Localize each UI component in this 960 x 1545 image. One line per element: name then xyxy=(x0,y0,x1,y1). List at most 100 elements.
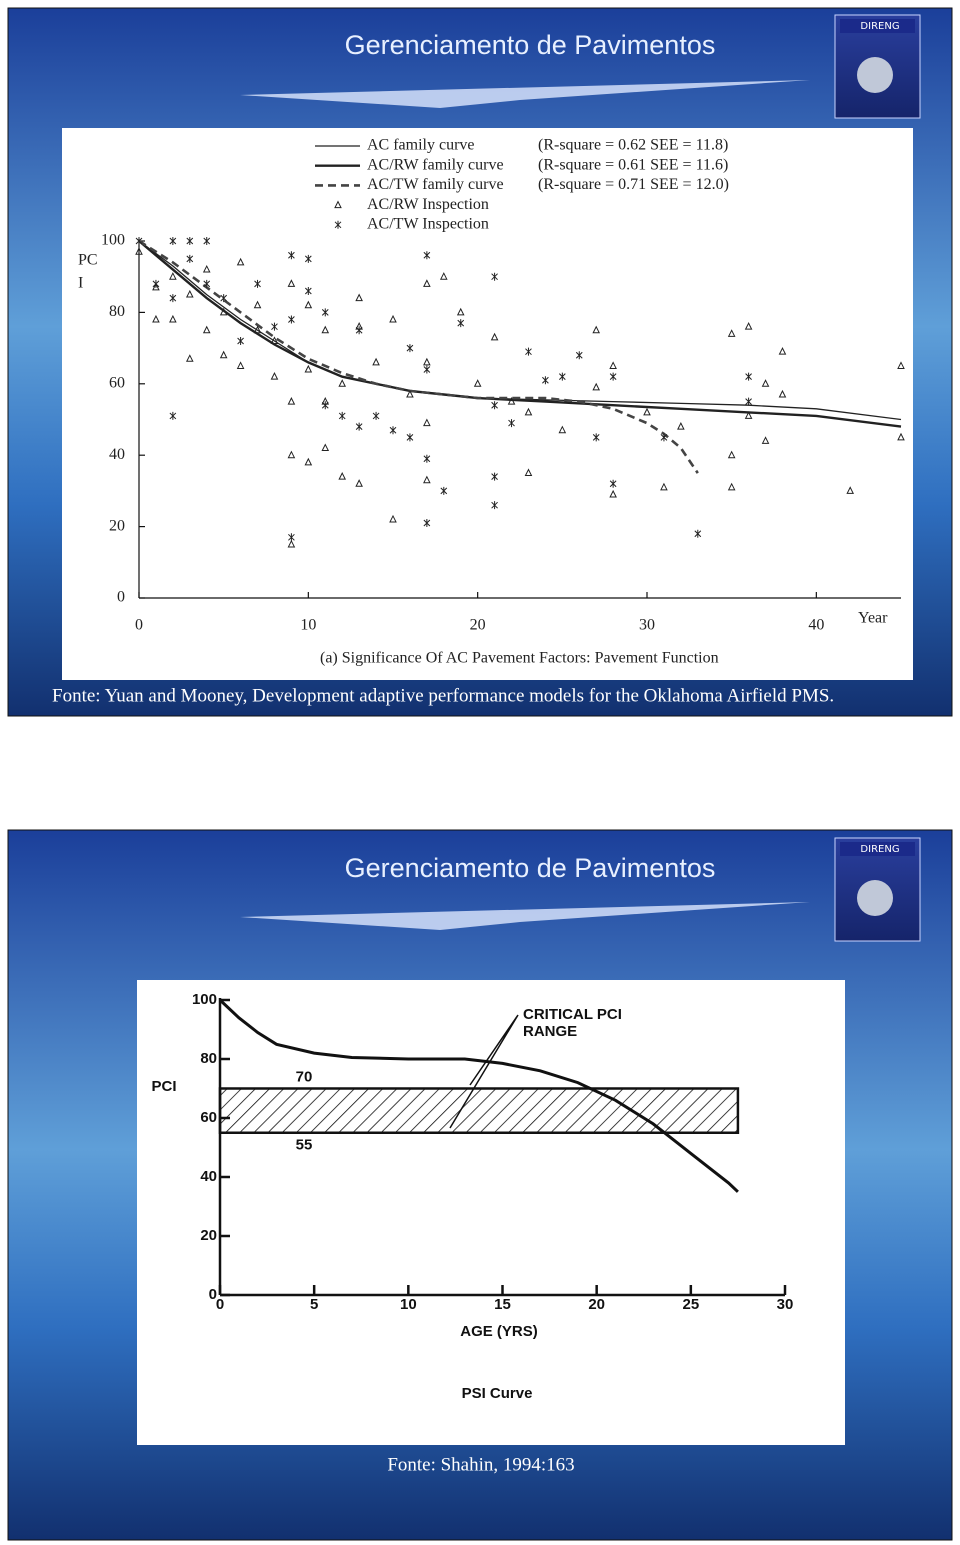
point xyxy=(389,514,397,523)
y-axis-label: PCI xyxy=(151,1078,176,1095)
point xyxy=(321,325,330,334)
point xyxy=(152,279,160,288)
point xyxy=(660,482,668,491)
point xyxy=(558,372,566,381)
y-tick-label: 80 xyxy=(109,303,125,320)
point xyxy=(321,401,329,410)
point xyxy=(456,307,465,316)
point xyxy=(287,450,296,459)
point xyxy=(202,264,211,273)
point xyxy=(745,372,752,381)
chart-1: 0 20 40 60 80 100 0 10 20 30 40 PC I Year (a) Signific… xyxy=(78,137,905,667)
point xyxy=(338,379,347,387)
source-note: Fonte: Yuan and Mooney, Development adap… xyxy=(52,685,834,706)
annotation: CRITICAL PCI xyxy=(523,1006,622,1023)
point xyxy=(355,293,363,302)
point xyxy=(304,254,312,263)
legend-swatch xyxy=(334,200,342,209)
chart-panel xyxy=(62,128,913,680)
legend-swatch xyxy=(334,220,342,229)
point xyxy=(491,501,498,510)
point xyxy=(135,247,143,255)
point xyxy=(524,407,533,416)
point xyxy=(169,294,177,303)
point xyxy=(423,365,431,374)
point xyxy=(270,336,279,344)
point xyxy=(423,279,431,287)
point xyxy=(254,279,261,288)
logo-text: DIRENG xyxy=(860,21,899,32)
point xyxy=(355,326,363,335)
point xyxy=(558,425,567,434)
legend-label: AC/TW Inspection xyxy=(367,215,489,232)
x-tick-label: 5 xyxy=(310,1296,318,1313)
legend-fit: (R-square = 0.71 SEE = 12.0) xyxy=(538,176,729,193)
point xyxy=(186,237,194,245)
point xyxy=(727,450,736,459)
point xyxy=(169,237,177,245)
point xyxy=(897,361,905,369)
point xyxy=(745,397,752,406)
point xyxy=(423,454,431,463)
point xyxy=(440,486,448,495)
point xyxy=(288,315,295,324)
point xyxy=(423,357,431,366)
point xyxy=(185,289,194,298)
point xyxy=(304,286,312,295)
source-note: Fonte: Shahin, 1994:163 xyxy=(387,1454,574,1475)
x-tick-label: 25 xyxy=(682,1296,699,1313)
point xyxy=(491,401,498,410)
point xyxy=(457,319,465,328)
point xyxy=(507,397,516,405)
point xyxy=(508,419,515,428)
point xyxy=(609,361,617,369)
x-axis-label: AGE (YRS) xyxy=(460,1323,538,1340)
title-underline xyxy=(240,902,810,930)
point xyxy=(203,279,211,288)
curve xyxy=(138,239,699,474)
x-tick-label: 10 xyxy=(300,617,316,634)
slide-title: Gerenciamento de Pavimentos xyxy=(345,30,716,60)
point xyxy=(423,418,431,427)
slide-title: Gerenciamento de Pavimentos xyxy=(345,853,716,883)
y-axis-label: I xyxy=(78,275,83,292)
point xyxy=(406,389,414,398)
point xyxy=(609,479,617,488)
y-tick-label: 0 xyxy=(117,589,125,606)
point xyxy=(439,272,448,280)
title-underline xyxy=(240,80,810,108)
logo-text: DIRENG xyxy=(860,844,899,855)
x-tick-label: 0 xyxy=(135,617,143,634)
point xyxy=(253,325,262,334)
y-tick-label: 60 xyxy=(200,1109,217,1126)
legend-label: AC/TW family curve xyxy=(367,176,504,193)
point xyxy=(304,457,313,466)
point xyxy=(609,489,617,498)
curve xyxy=(218,998,739,1193)
point xyxy=(727,329,736,337)
point xyxy=(406,344,414,353)
y-tick-label: 100 xyxy=(192,991,217,1008)
x-axis-label: Year xyxy=(858,610,888,627)
legend-fit: (R-square = 0.61 SEE = 11.6) xyxy=(538,156,728,173)
chart-caption: (a) Significance Of AC Pavement Factors:… xyxy=(320,650,719,667)
point xyxy=(287,397,296,405)
y-axis-label: PC xyxy=(78,252,98,269)
point xyxy=(270,372,279,380)
y-tick-label: 100 xyxy=(101,232,125,249)
point xyxy=(423,519,431,528)
point xyxy=(169,314,177,323)
y-tick-label: 0 xyxy=(209,1286,217,1303)
point xyxy=(490,332,499,341)
point xyxy=(169,411,177,420)
x-tick-label: 0 xyxy=(216,1296,224,1313)
point xyxy=(423,475,431,484)
point xyxy=(202,325,211,334)
point xyxy=(761,379,770,387)
point xyxy=(219,350,228,359)
x-tick-label: 30 xyxy=(639,617,655,634)
x-tick-label: 10 xyxy=(400,1296,417,1313)
point xyxy=(491,472,498,481)
point xyxy=(778,389,787,398)
